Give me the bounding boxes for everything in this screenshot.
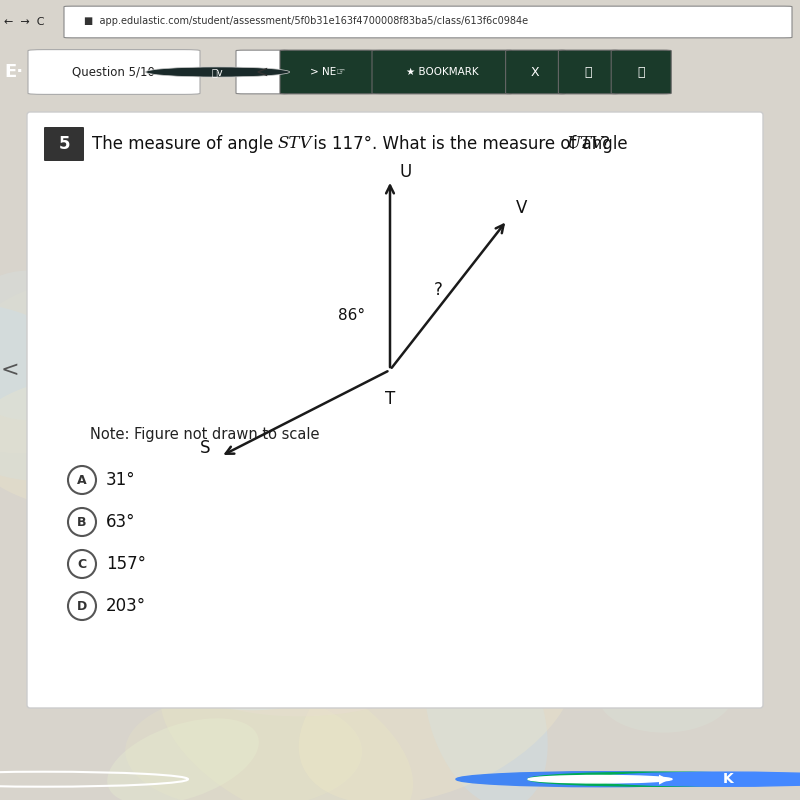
Text: D: D	[77, 599, 87, 613]
Ellipse shape	[598, 655, 734, 733]
Text: K: K	[722, 772, 734, 786]
Text: Question 5/10: Question 5/10	[72, 66, 155, 78]
Text: E·: E·	[4, 63, 23, 81]
Text: 86°: 86°	[338, 307, 366, 322]
Text: ⓘv: ⓘv	[212, 67, 223, 77]
FancyBboxPatch shape	[611, 50, 671, 94]
Circle shape	[456, 772, 744, 786]
Text: ?: ?	[596, 135, 610, 153]
Circle shape	[146, 67, 290, 77]
Text: is 117°. What is the measure of angle: is 117°. What is the measure of angle	[308, 135, 633, 153]
Text: 63°: 63°	[106, 513, 135, 531]
FancyBboxPatch shape	[372, 50, 512, 94]
Text: 203°: 203°	[106, 597, 146, 615]
Ellipse shape	[126, 693, 362, 800]
Circle shape	[528, 772, 800, 786]
Ellipse shape	[424, 622, 548, 800]
Text: S: S	[199, 439, 210, 458]
Text: ⧉: ⧉	[584, 66, 592, 78]
Circle shape	[592, 772, 800, 786]
Ellipse shape	[0, 303, 118, 481]
Text: 🔍: 🔍	[637, 66, 645, 78]
Text: 31°: 31°	[106, 471, 136, 489]
Ellipse shape	[178, 612, 444, 716]
Ellipse shape	[126, 565, 372, 710]
Ellipse shape	[50, 303, 175, 494]
Circle shape	[68, 550, 96, 578]
FancyBboxPatch shape	[64, 6, 792, 38]
Text: STV: STV	[278, 135, 313, 153]
Text: <: <	[255, 65, 268, 79]
Ellipse shape	[182, 246, 418, 403]
Text: B: B	[78, 515, 86, 529]
Ellipse shape	[0, 376, 222, 510]
Text: The measure of angle: The measure of angle	[92, 135, 278, 153]
Circle shape	[68, 466, 96, 494]
Ellipse shape	[115, 490, 388, 602]
Text: <: <	[1, 360, 19, 380]
FancyBboxPatch shape	[27, 112, 763, 708]
Text: Note: Figure not drawn to scale: Note: Figure not drawn to scale	[90, 427, 319, 442]
FancyBboxPatch shape	[236, 50, 288, 94]
Ellipse shape	[420, 298, 537, 379]
Text: ■  app.edulastic.com/student/assessment/5f0b31e163f4700008f83ba5/class/613f6c098: ■ app.edulastic.com/student/assessment/5…	[84, 16, 528, 26]
Ellipse shape	[161, 654, 413, 800]
Circle shape	[68, 592, 96, 620]
Ellipse shape	[0, 270, 103, 420]
Ellipse shape	[235, 616, 456, 693]
Text: T: T	[385, 390, 395, 408]
FancyBboxPatch shape	[558, 50, 618, 94]
FancyBboxPatch shape	[506, 50, 566, 94]
FancyBboxPatch shape	[44, 127, 84, 161]
Circle shape	[528, 775, 672, 783]
Text: ▶: ▶	[659, 773, 669, 786]
FancyBboxPatch shape	[280, 50, 376, 94]
Ellipse shape	[296, 342, 434, 472]
Circle shape	[68, 508, 96, 536]
Text: A: A	[77, 474, 87, 486]
Text: > NE☞: > NE☞	[310, 67, 346, 77]
Text: U: U	[400, 163, 412, 181]
Text: X: X	[531, 66, 539, 78]
Ellipse shape	[377, 325, 637, 403]
Ellipse shape	[107, 718, 259, 800]
Ellipse shape	[366, 553, 470, 620]
Text: C: C	[78, 558, 86, 570]
Text: ?: ?	[434, 281, 442, 299]
FancyBboxPatch shape	[28, 50, 200, 94]
Text: ←  →  C: ← → C	[4, 17, 45, 27]
Text: 157°: 157°	[106, 555, 146, 573]
Text: UTV: UTV	[566, 135, 603, 153]
Text: V: V	[516, 199, 528, 218]
Ellipse shape	[298, 611, 576, 800]
Ellipse shape	[0, 281, 150, 453]
Text: ★ BOOKMARK: ★ BOOKMARK	[406, 67, 478, 77]
Text: 5: 5	[58, 135, 70, 153]
